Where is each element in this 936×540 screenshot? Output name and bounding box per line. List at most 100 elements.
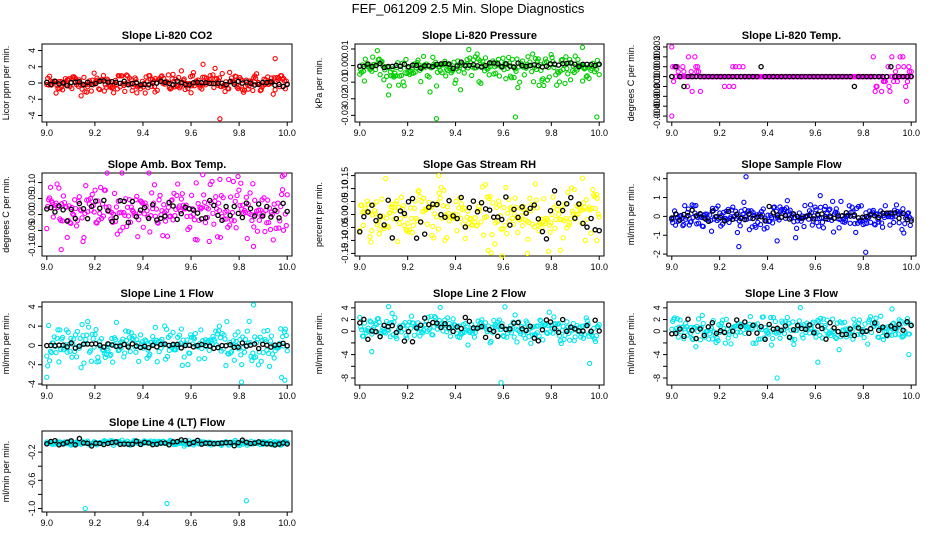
data-point <box>740 211 746 217</box>
reference-point <box>239 437 246 443</box>
data-point <box>88 358 95 364</box>
data-point <box>426 74 432 80</box>
data-point <box>793 327 800 334</box>
reference-point <box>170 82 176 88</box>
data-point <box>141 211 147 217</box>
data-point <box>258 87 264 93</box>
data-point <box>83 182 89 189</box>
data-point <box>67 348 73 355</box>
data-point <box>499 321 505 327</box>
outlier-point <box>579 44 586 50</box>
data-point <box>235 329 241 335</box>
reference-point <box>482 62 489 69</box>
data-point <box>515 229 521 236</box>
data-point <box>242 336 249 343</box>
reference-point <box>474 209 481 215</box>
reference-point <box>357 320 363 326</box>
data-point <box>88 88 95 94</box>
data-point <box>833 206 839 212</box>
x-tick-label: 9.8 <box>233 128 246 138</box>
x-tick-label: 9.8 <box>233 391 246 401</box>
y-tick-label: -0.2 <box>27 444 37 460</box>
data-point <box>800 335 806 341</box>
data-point <box>906 68 913 75</box>
data-point <box>542 56 549 62</box>
data-point <box>252 75 259 82</box>
data-point <box>201 192 207 198</box>
reference-point <box>742 319 748 325</box>
data-point <box>698 325 705 331</box>
data-point <box>496 317 503 323</box>
data-point <box>826 207 832 213</box>
data-point <box>60 193 67 199</box>
data-point <box>151 182 158 188</box>
data-point <box>162 218 169 224</box>
data-point <box>230 178 237 185</box>
data-point <box>784 314 790 321</box>
data-point <box>822 322 828 329</box>
x-tick-label: 9.4 <box>449 262 462 272</box>
reference-point <box>580 220 586 227</box>
data-point <box>181 354 187 360</box>
data-point <box>728 341 734 347</box>
data-point <box>681 335 687 342</box>
reference-point <box>746 330 752 336</box>
data-point <box>670 78 677 85</box>
plot-frame <box>354 43 605 123</box>
data-point <box>893 202 900 208</box>
data-point <box>181 76 187 82</box>
data-point <box>535 56 541 62</box>
data-point <box>515 84 521 91</box>
data-point <box>235 173 241 180</box>
data-point <box>596 214 602 220</box>
reference-point <box>450 65 456 72</box>
reference-point <box>527 205 533 212</box>
data-point <box>56 359 62 365</box>
data-point <box>596 71 602 78</box>
data-point <box>521 72 527 78</box>
data-point <box>432 315 439 321</box>
data-point <box>370 54 376 60</box>
data-point <box>780 320 786 326</box>
data-point <box>222 88 228 95</box>
x-tick-label: 9.0 <box>354 128 367 138</box>
data-point <box>54 335 60 341</box>
data-point <box>895 331 901 337</box>
data-point <box>551 314 557 320</box>
data-point <box>266 363 273 370</box>
data-point <box>184 337 190 343</box>
reference-point <box>393 329 400 336</box>
reference-point <box>373 62 379 69</box>
reference-point <box>499 63 505 70</box>
data-point <box>693 202 699 209</box>
data-point <box>53 90 59 96</box>
data-point <box>44 225 50 232</box>
data-point <box>564 65 570 72</box>
data-point <box>371 208 378 214</box>
data-point <box>161 202 167 208</box>
outlier-point <box>217 176 223 183</box>
data-point <box>81 360 87 366</box>
x-tick-label: 9.4 <box>761 128 774 138</box>
reference-point <box>701 215 708 221</box>
data-point <box>517 331 524 337</box>
data-point <box>690 336 696 343</box>
reference-point <box>84 79 91 86</box>
x-tick-label: 9.4 <box>449 391 462 401</box>
reference-point <box>880 324 886 330</box>
data-point <box>206 238 212 245</box>
data-point <box>427 89 433 95</box>
data-point <box>691 73 697 80</box>
data-point <box>255 362 262 368</box>
data-point <box>265 197 271 203</box>
data-point <box>178 196 185 202</box>
data-point <box>187 350 193 356</box>
data-point <box>362 205 368 212</box>
y-tick-label: -0.10 <box>340 230 350 251</box>
data-point <box>123 72 130 78</box>
data-point <box>873 315 879 321</box>
data-point <box>61 345 68 351</box>
data-point <box>793 235 799 241</box>
data-point <box>252 197 258 203</box>
reference-point <box>182 437 189 444</box>
